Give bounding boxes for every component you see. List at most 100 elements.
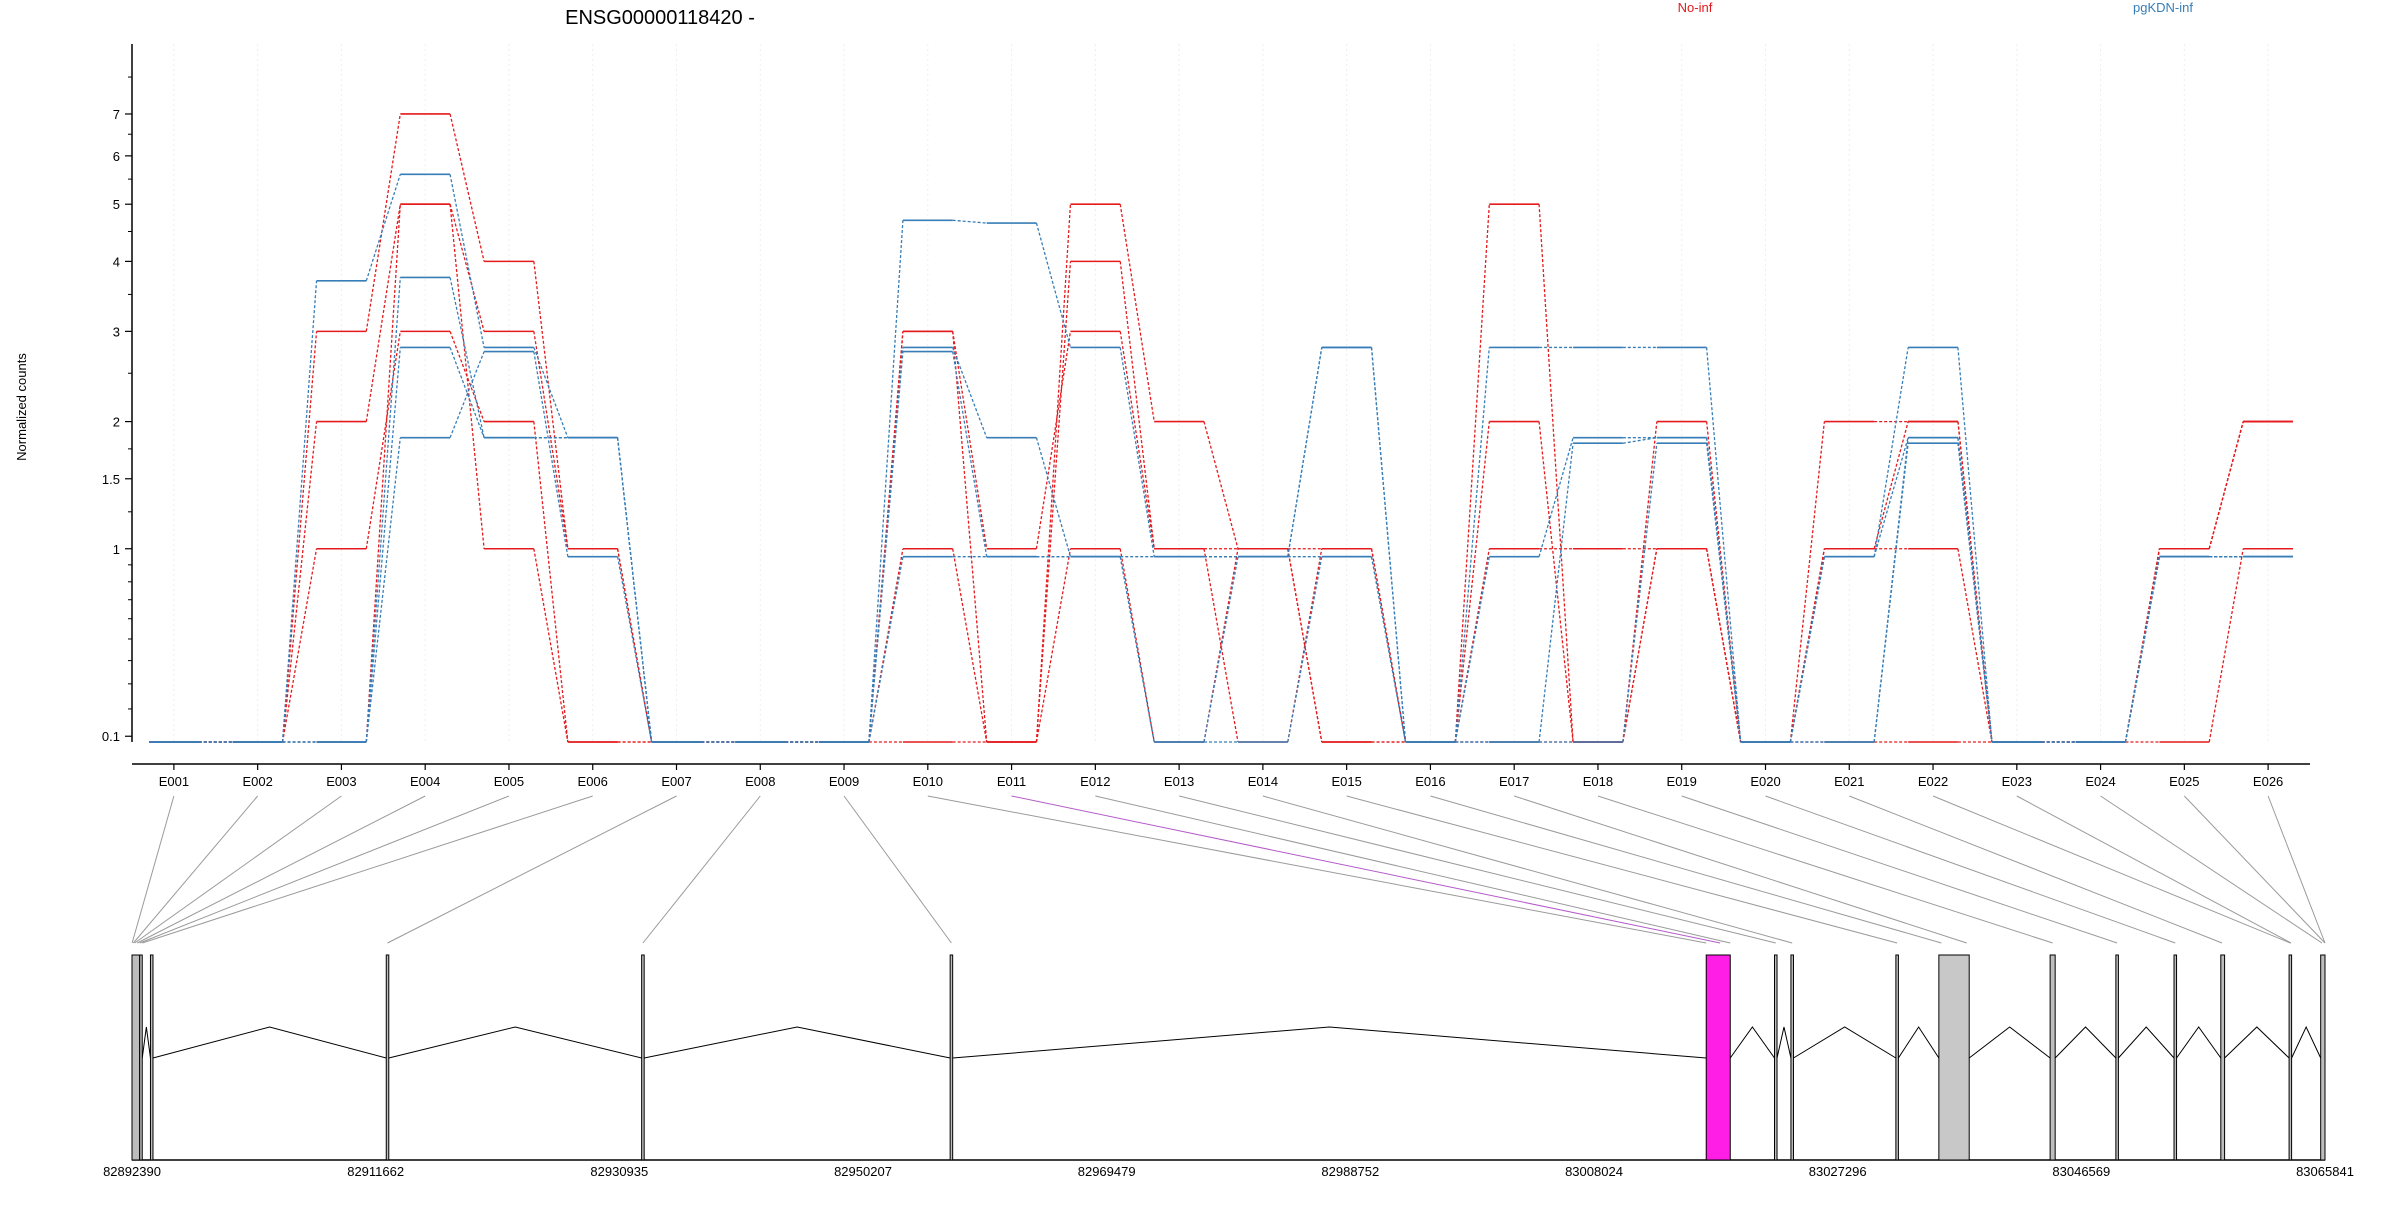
- series-transition: [868, 351, 904, 743]
- series-transition: [1622, 421, 1658, 743]
- series-pgKDN-inf-8: [149, 346, 2293, 743]
- series-transition: [533, 548, 569, 743]
- connector-E002: [133, 795, 259, 944]
- series-transition: [533, 351, 569, 557]
- series-transition: [1538, 437, 1574, 557]
- connector-E019: [1681, 795, 2118, 944]
- intron-line: [2291, 1025, 2322, 1059]
- legend-no-inf: No-inf: [1678, 0, 1713, 15]
- series-transition: [365, 113, 401, 332]
- series-transition: [952, 219, 987, 224]
- series-transition: [1705, 548, 1742, 743]
- x-tick-label-E012: E012: [1080, 774, 1110, 789]
- x-tick-label-E005: E005: [494, 774, 524, 789]
- x-tick-label-E026: E026: [2253, 774, 2283, 789]
- intron-line: [1776, 1026, 1792, 1059]
- series-transition: [1622, 437, 1657, 444]
- series-transition: [1370, 556, 1407, 743]
- series-transition: [533, 421, 569, 743]
- x-tick-label-E006: E006: [578, 774, 608, 789]
- genomic-tick-82892390: 82892390: [103, 1164, 161, 1179]
- x-tick-label-E016: E016: [1415, 774, 1445, 789]
- intron-line: [1968, 1026, 2051, 1059]
- genomic-tick-83065841: 83065841: [2296, 1164, 2354, 1179]
- series-transition: [365, 437, 401, 743]
- x-tick-label-E008: E008: [745, 774, 775, 789]
- exon-highlight: [1705, 954, 1731, 1161]
- exon-17: [2320, 954, 2326, 1161]
- exon-10: [1895, 954, 1899, 1161]
- series-transition: [2124, 556, 2161, 743]
- exon-6: [949, 954, 954, 1161]
- y-tick-label-2: 2: [113, 415, 120, 430]
- connector-E020: [1765, 795, 2176, 944]
- series-transition: [616, 437, 653, 743]
- x-tick-label-E001: E001: [159, 774, 189, 789]
- series-transition: [1957, 437, 1993, 743]
- series-transition: [868, 331, 904, 743]
- series-transition: [1370, 548, 1407, 743]
- gene-model: 82892390 82911662 82930935 82950207 82969479…: [103, 954, 2354, 1179]
- x-tick-label-E010: E010: [913, 774, 943, 789]
- series-transition: [365, 277, 401, 743]
- series-transition: [1287, 347, 1323, 557]
- x-tick-label-E011: E011: [997, 774, 1026, 789]
- exon-13: [2115, 954, 2119, 1161]
- connector-E009: [843, 795, 952, 944]
- connector-E004: [136, 795, 426, 944]
- exon-11: [1938, 954, 1970, 1161]
- exon-9: [1790, 954, 1794, 1161]
- grid-lines: [173, 44, 2269, 742]
- connector-E008: [642, 795, 761, 944]
- connector-E022: [1932, 795, 2291, 944]
- series-transition: [449, 174, 485, 348]
- series-transition: [1287, 548, 1323, 743]
- connector-E026: [2267, 795, 2326, 944]
- x-tick-label-E007: E007: [661, 774, 691, 789]
- series-transition: [1035, 548, 1072, 743]
- connector-E023: [2016, 795, 2292, 944]
- y-tick-label-1.5: 1.5: [102, 472, 120, 487]
- series-transition: [1370, 347, 1407, 743]
- series-transition: [1287, 556, 1323, 743]
- series-transition: [365, 204, 401, 743]
- intron-line: [1793, 1026, 1897, 1059]
- intron-line: [2224, 1026, 2290, 1059]
- series-transition: [365, 174, 401, 281]
- genomic-tick-83008024: 83008024: [1565, 1164, 1623, 1179]
- series-transition: [1538, 443, 1574, 743]
- intron-line: [1897, 1026, 1940, 1059]
- x-tick-label-E015: E015: [1331, 774, 1361, 789]
- series-No-inf-3: [149, 330, 2293, 743]
- series-transition: [1957, 421, 1993, 743]
- exon-15: [2220, 954, 2226, 1161]
- exon-4: [385, 954, 390, 1161]
- series-transition: [952, 331, 988, 743]
- connector-E016: [1430, 795, 1942, 944]
- series-transition: [281, 280, 318, 743]
- x-tick-label-E018: E018: [1583, 774, 1613, 789]
- series-transition: [281, 548, 318, 743]
- legend-pgkdn-inf: pgKDN-inf: [2133, 0, 2193, 15]
- genomic-tick-83046569: 83046569: [2052, 1164, 2110, 1179]
- y-axis-label: Normalized counts: [14, 353, 29, 461]
- series-No-inf-2: [149, 203, 2293, 743]
- series-transition: [1538, 421, 1574, 743]
- series-transition: [449, 331, 485, 422]
- series-transition: [1203, 548, 1239, 743]
- connector-E012: [1095, 795, 1731, 944]
- x-tick-label-E017: E017: [1499, 774, 1529, 789]
- exon-14: [2173, 954, 2178, 1161]
- y-tick-label-6: 6: [113, 149, 120, 164]
- series-transition: [2208, 548, 2244, 743]
- genomic-tick-82930935: 82930935: [590, 1164, 648, 1179]
- genomic-tick-82988752: 82988752: [1321, 1164, 1379, 1179]
- connector-E013: [1178, 795, 1776, 944]
- connector-E014: [1262, 795, 1793, 944]
- intron-line: [644, 1026, 951, 1059]
- series-transition: [1705, 443, 1742, 743]
- series-transition: [1789, 556, 1826, 743]
- connector-E017: [1514, 795, 1967, 944]
- series-transition: [1454, 347, 1490, 743]
